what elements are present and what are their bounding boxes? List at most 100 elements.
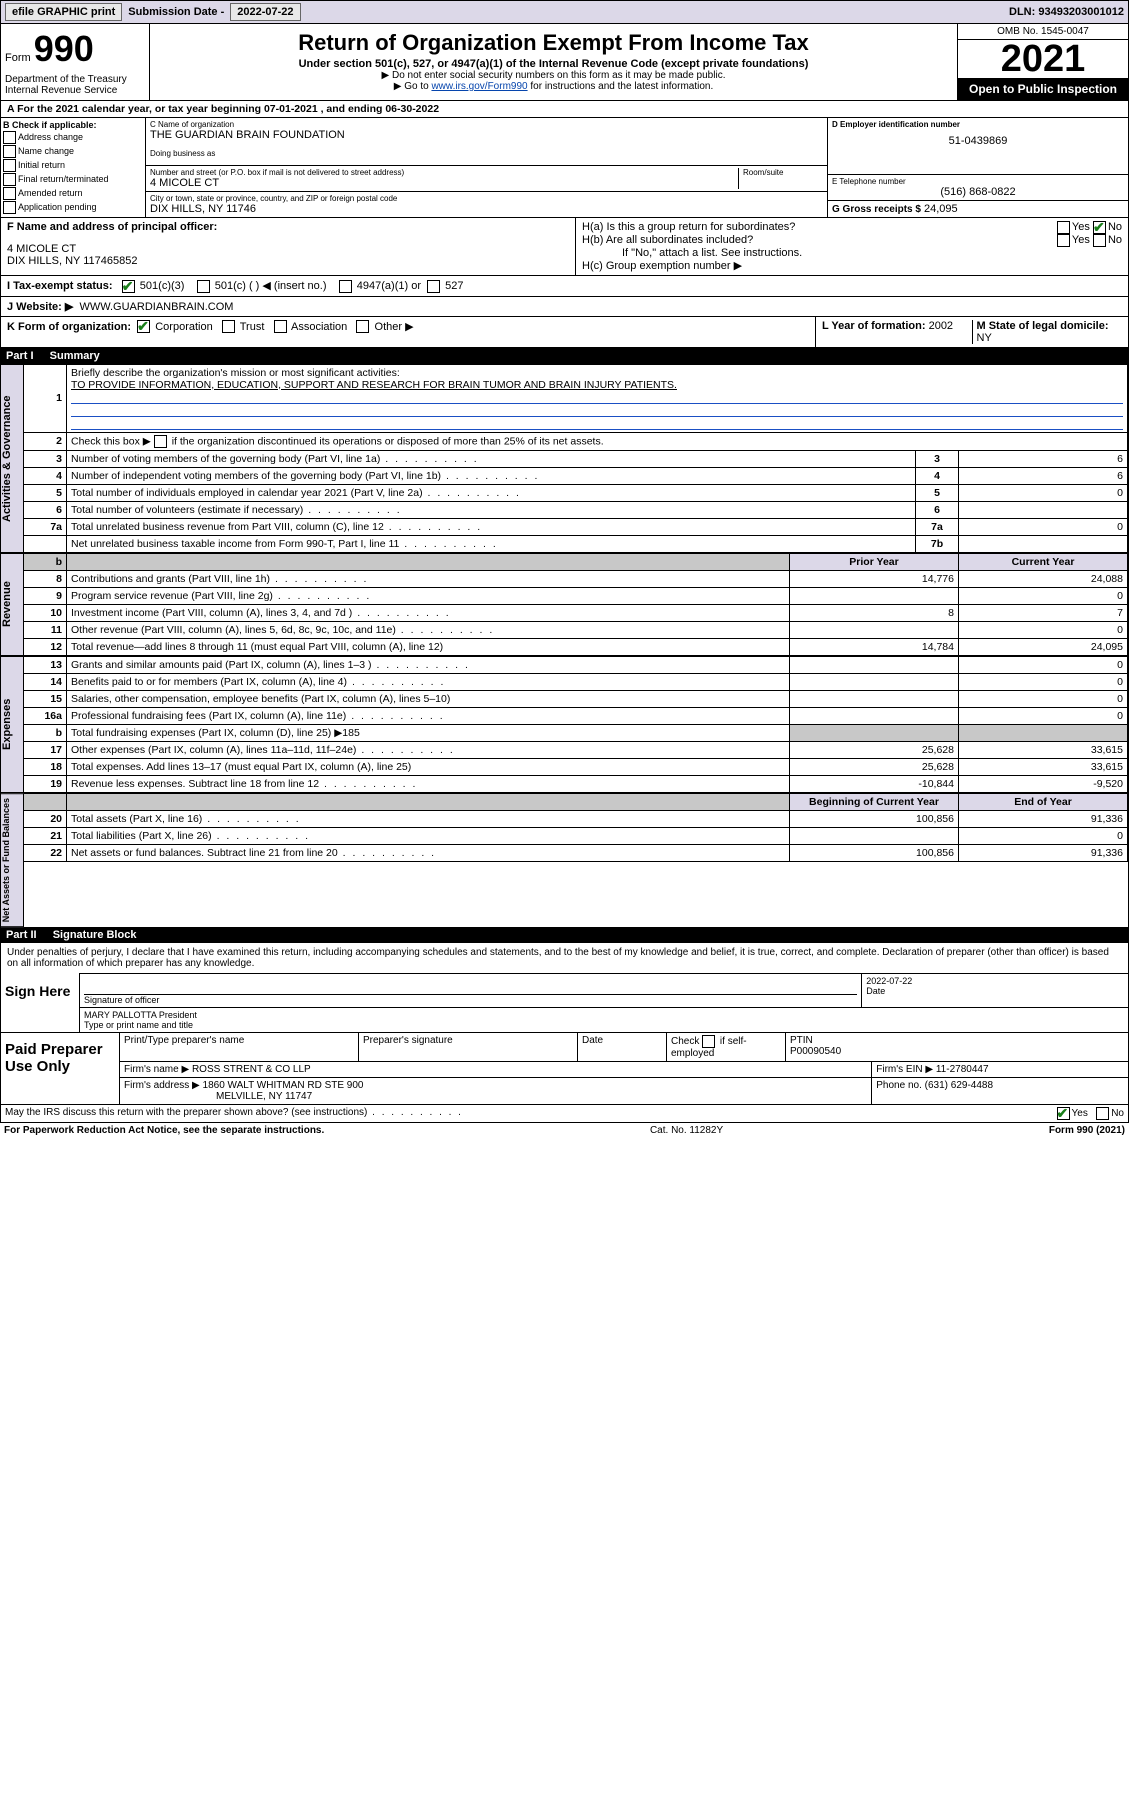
row-f-h: F Name and address of principal officer:… (0, 218, 1129, 276)
hb-no[interactable] (1093, 234, 1106, 247)
discuss-no[interactable] (1096, 1107, 1109, 1120)
table-row: 10Investment income (Part VIII, column (… (24, 604, 1128, 621)
discuss-question: May the IRS discuss this return with the… (5, 1107, 463, 1120)
efile-graphic-btn[interactable]: efile GRAPHIC print (5, 3, 122, 21)
hc-label: H(c) Group exemption number ▶ (582, 259, 1122, 272)
ha-label: H(a) Is this a group return for subordin… (582, 221, 1057, 234)
submission-date-btn[interactable]: 2022-07-22 (230, 3, 300, 21)
dba-label: Doing business as (150, 149, 823, 158)
hb-yes[interactable] (1057, 234, 1070, 247)
preparer-sig-hdr: Preparer's signature (359, 1033, 578, 1061)
chk-self-employed[interactable] (702, 1035, 715, 1048)
summary-revenue-table: bPrior YearCurrent Year 8Contributions a… (24, 553, 1128, 656)
domicile-label: M State of legal domicile: (977, 320, 1109, 332)
table-row: 14Benefits paid to or for members (Part … (24, 673, 1128, 690)
table-row: 19Revenue less expenses. Subtract line 1… (24, 775, 1128, 792)
table-row: 18Total expenses. Add lines 13–17 (must … (24, 758, 1128, 775)
ptin: P00090540 (790, 1046, 1124, 1057)
box-b: B Check if applicable: Address change Na… (1, 118, 146, 217)
chk-other[interactable] (356, 320, 369, 333)
table-row: 15Salaries, other compensation, employee… (24, 690, 1128, 707)
cat-no: Cat. No. 11282Y (650, 1125, 723, 1136)
subtitle-2: ▶ Do not enter social security numbers o… (158, 70, 949, 81)
chk-final-return[interactable] (3, 173, 16, 186)
irs-label: Internal Revenue Service (5, 85, 145, 96)
ein: 51-0439869 (832, 129, 1124, 147)
table-row: 6Total number of volunteers (estimate if… (24, 501, 1128, 518)
table-row: 7aTotal unrelated business revenue from … (24, 518, 1128, 535)
chk-trust[interactable] (222, 320, 235, 333)
website-url: WWW.GUARDIANBRAIN.COM (79, 301, 233, 313)
chk-app-pending[interactable] (3, 201, 16, 214)
hb-label: H(b) Are all subordinates included? (582, 234, 1057, 247)
phone-label: E Telephone number (832, 177, 1124, 186)
tax-exempt-label: I Tax-exempt status: (7, 280, 113, 292)
firm-phone: (631) 629-4488 (925, 1080, 993, 1091)
perjury-declaration: Under penalties of perjury, I declare th… (1, 943, 1128, 973)
city: DIX HILLS, NY 11746 (150, 203, 823, 215)
ein-label: D Employer identification number (832, 120, 1124, 129)
ha-yes[interactable] (1057, 221, 1070, 234)
sign-here-label: Sign Here (1, 973, 80, 1032)
table-row: 11Other revenue (Part VIII, column (A), … (24, 621, 1128, 638)
principal-officer-label: F Name and address of principal officer: (7, 221, 569, 233)
dept-treasury: Department of the Treasury (5, 74, 145, 85)
firm-name: ROSS STRENT & CO LLP (192, 1064, 311, 1075)
officer-addr2: DIX HILLS, NY 117465852 (7, 255, 569, 267)
summary-net-table: Beginning of Current YearEnd of Year 20T… (24, 793, 1128, 862)
subtitle-3: ▶ Go to www.irs.gov/Form990 for instruct… (158, 81, 949, 92)
table-row: 3Number of voting members of the governi… (24, 450, 1128, 467)
table-row: Net unrelated business taxable income fr… (24, 535, 1128, 552)
summary-activities-table: 1 Briefly describe the organization's mi… (24, 364, 1128, 553)
tax-year: 2021 (958, 40, 1128, 78)
paperwork-notice: For Paperwork Reduction Act Notice, see … (4, 1125, 324, 1136)
irs-link[interactable]: www.irs.gov/Form990 (431, 81, 527, 92)
form-ref: Form 990 (2021) (1049, 1125, 1125, 1136)
gross-receipts: 24,095 (924, 203, 958, 215)
table-row: 13Grants and similar amounts paid (Part … (24, 656, 1128, 673)
room-label: Room/suite (743, 168, 823, 177)
firm-addr1: 1860 WALT WHITMAN RD STE 900 (203, 1080, 364, 1091)
officer-addr1: 4 MICOLE CT (7, 243, 569, 255)
vtab-revenue: Revenue (1, 553, 24, 656)
chk-assoc[interactable] (274, 320, 287, 333)
table-row: bTotal fundraising expenses (Part IX, co… (24, 724, 1128, 741)
self-employed: Check if self-employed (667, 1033, 786, 1061)
chk-discontinued[interactable] (154, 435, 167, 448)
chk-address-change[interactable] (3, 131, 16, 144)
submission-date-label: Submission Date - (128, 6, 224, 18)
street: 4 MICOLE CT (150, 177, 738, 189)
summary-expenses-table: 13Grants and similar amounts paid (Part … (24, 656, 1128, 793)
chk-501c[interactable] (197, 280, 210, 293)
hb-note: If "No," attach a list. See instructions… (582, 247, 1122, 259)
preparer-name-hdr: Print/Type preparer's name (120, 1033, 359, 1061)
form-word: Form (5, 52, 31, 64)
vtab-expenses: Expenses (1, 656, 24, 793)
website-label: J Website: ▶ (7, 301, 73, 313)
line-a-tax-year: A For the 2021 calendar year, or tax yea… (0, 101, 1129, 118)
discuss-yes[interactable] (1057, 1107, 1070, 1120)
chk-name-change[interactable] (3, 145, 16, 158)
q2: Check this box ▶ if the organization dis… (67, 432, 1128, 450)
chk-527[interactable] (427, 280, 440, 293)
table-row: 5Total number of individuals employed in… (24, 484, 1128, 501)
ha-no[interactable] (1093, 221, 1106, 234)
chk-501c3[interactable] (122, 280, 135, 293)
chk-amended[interactable] (3, 187, 16, 200)
domicile: NY (977, 332, 992, 344)
name-label: C Name of organization (150, 120, 823, 129)
chk-4947[interactable] (339, 280, 352, 293)
table-row: 8Contributions and grants (Part VIII, li… (24, 570, 1128, 587)
part2-header: Part II Signature Block (0, 927, 1129, 943)
chk-initial-return[interactable] (3, 159, 16, 172)
chk-corp[interactable] (137, 320, 150, 333)
sig-date: 2022-07-22 (866, 976, 1124, 986)
subtitle-1: Under section 501(c), 527, or 4947(a)(1)… (158, 58, 949, 70)
mission: TO PROVIDE INFORMATION, EDUCATION, SUPPO… (71, 379, 1123, 391)
phone: (516) 868-0822 (832, 186, 1124, 198)
preparer-date-hdr: Date (578, 1033, 667, 1061)
officer-signature[interactable] (84, 976, 857, 995)
dln: DLN: 93493203001012 (1009, 6, 1124, 18)
table-row: 22Net assets or fund balances. Subtract … (24, 844, 1128, 861)
table-row: 9Program service revenue (Part VIII, lin… (24, 587, 1128, 604)
